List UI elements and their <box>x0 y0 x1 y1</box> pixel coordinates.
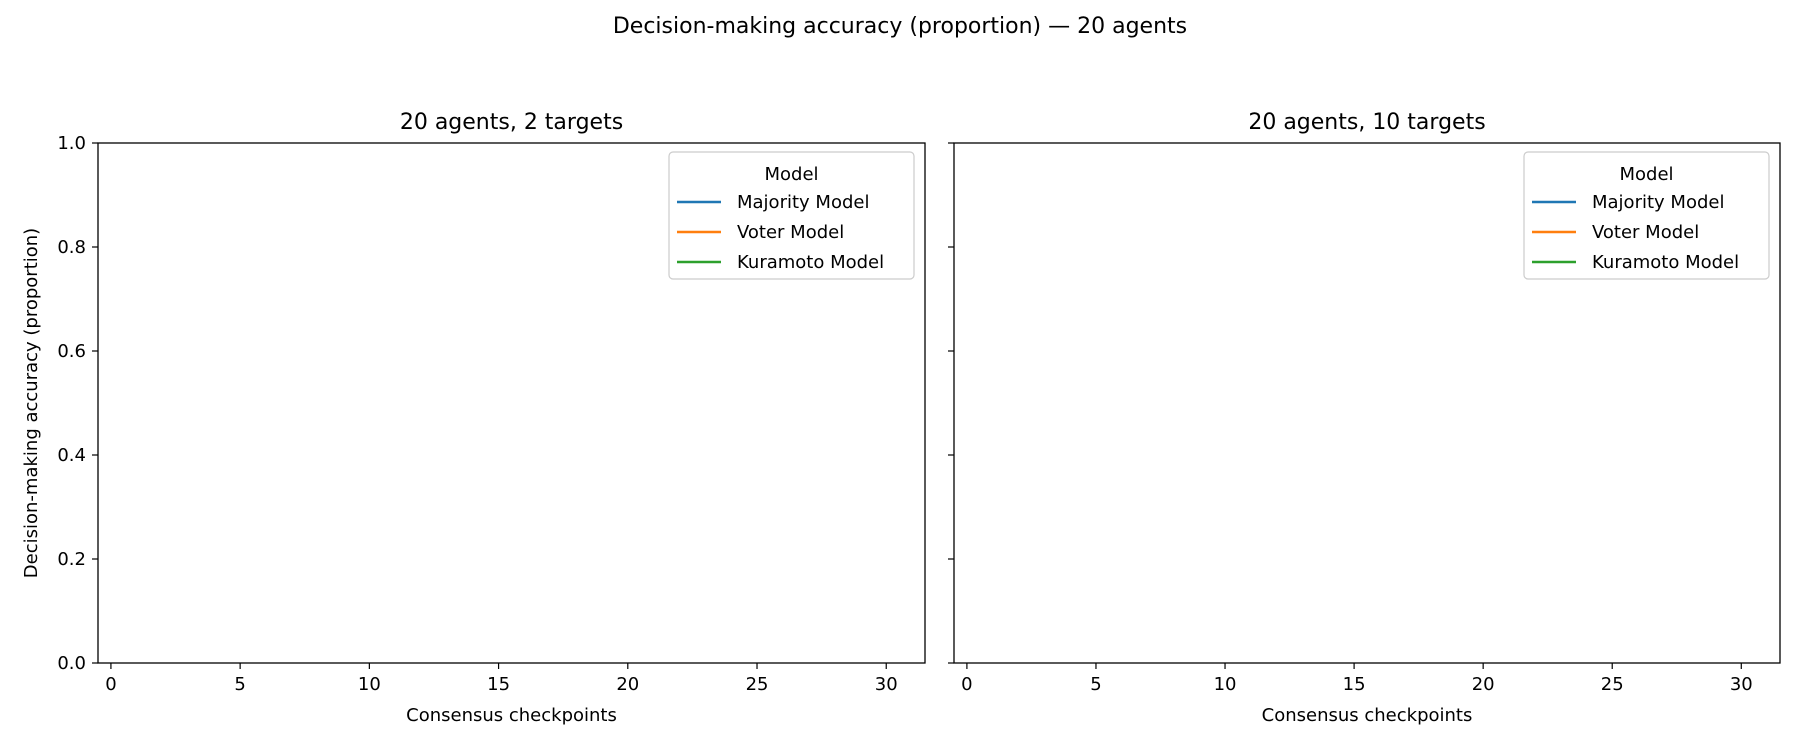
panel-1-ytick-label: 0.6 <box>57 341 86 362</box>
panel-1-xtick-label: 5 <box>234 674 245 695</box>
panel-2-xtick-label: 0 <box>961 674 972 695</box>
panel-2-legend-label: Voter Model <box>1592 222 1699 243</box>
panel-1-ytick-label: 0.2 <box>57 549 86 570</box>
panel-1-xtick-label: 25 <box>746 674 769 695</box>
panel-1-xtick-label: 30 <box>875 674 898 695</box>
panel-1-title: 20 agents, 2 targets <box>400 110 623 135</box>
panel-2-xlabel: Consensus checkpoints <box>1262 705 1473 726</box>
panel-1-xtick-label: 0 <box>105 674 116 695</box>
panel-2-legend-box <box>1523 151 1770 280</box>
panel-1-legend-label: Voter Model <box>737 222 844 243</box>
panel-1-ytick-label: 0.0 <box>57 653 86 674</box>
panel-1-ytick-label: 0.4 <box>57 445 86 466</box>
panel-2-xtick-label: 10 <box>1214 674 1237 695</box>
panel-2-xtick-label: 20 <box>1472 674 1495 695</box>
panel-2-xtick-label: 25 <box>1601 674 1624 695</box>
figure-suptitle: Decision-making accuracy (proportion) — … <box>613 14 1187 39</box>
panel-2-legend-title: Model <box>1619 164 1673 185</box>
panel-1-legend-label: Majority Model <box>737 192 869 213</box>
panel-2-axes-frame <box>953 142 1781 664</box>
panel-1-ytick-label: 0.8 <box>57 237 86 258</box>
panel-1-xtick-label: 10 <box>358 674 381 695</box>
panel-1-xtick-label: 15 <box>487 674 510 695</box>
panel-2-xtick-label: 15 <box>1343 674 1366 695</box>
panel-1-ylabel: Decision-making accuracy (proportion) <box>21 228 42 578</box>
panel-2-xtick-label: 30 <box>1730 674 1753 695</box>
panel-2-legend-label: Majority Model <box>1592 192 1724 213</box>
panel-1-legend-box <box>668 151 915 280</box>
panel-2-xtick-label: 5 <box>1090 674 1101 695</box>
panel-1-legend-label: Kuramoto Model <box>737 252 884 273</box>
panel-1-legend-title: Model <box>764 164 818 185</box>
panel-1-xtick-label: 20 <box>616 674 639 695</box>
panel-2-title: 20 agents, 10 targets <box>1248 110 1485 135</box>
panel-2-legend-label: Kuramoto Model <box>1592 252 1739 273</box>
panel-1-ytick-label: 1.0 <box>57 133 86 154</box>
panel-1-xlabel: Consensus checkpoints <box>406 705 617 726</box>
panel-1-axes-frame <box>97 142 926 664</box>
